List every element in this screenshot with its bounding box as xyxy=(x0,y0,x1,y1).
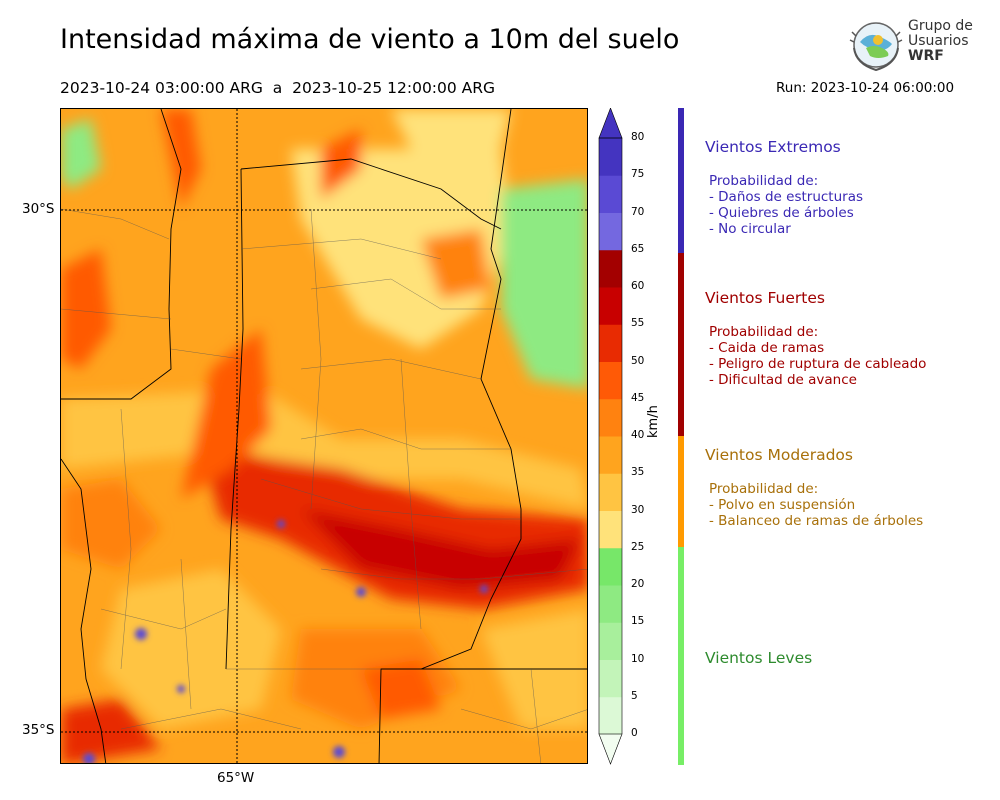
colorbar-tick-label: 30 xyxy=(631,503,645,516)
category-moderados-line: - Balanceo de ramas de árboles xyxy=(709,513,924,529)
wrf-users-group-logo: Grupo de Usuarios WRF xyxy=(848,18,973,74)
globe-icon xyxy=(849,22,903,72)
category-fuertes-line: Probabilidad de: xyxy=(709,324,819,340)
wind-field-shading xyxy=(61,109,587,763)
category-extremos-line: - Daños de estructuras xyxy=(709,189,864,205)
category-moderados-title: Vientos Moderados xyxy=(705,446,853,464)
colorbar-swatch xyxy=(599,324,622,362)
forecast-period: 2023-10-24 03:00:00 ARG a 2023-10-25 12:… xyxy=(60,79,496,97)
colorbar-tick-label: 75 xyxy=(631,168,645,181)
country-borders xyxy=(61,109,587,763)
colorbar-swatch xyxy=(599,585,622,623)
colorbar-tick-label: 35 xyxy=(631,466,645,479)
colorbar-tick-label: 25 xyxy=(631,540,645,553)
category-moderados: Vientos Moderados Probabilidad de: - Pol… xyxy=(705,446,923,529)
colorbar-tick-label: 20 xyxy=(631,578,645,590)
legend-bar-leves xyxy=(678,547,684,765)
colorbar-swatch xyxy=(599,547,622,586)
wind-extreme-cells xyxy=(83,520,488,763)
colorbar-swatch xyxy=(599,287,622,325)
colorbar-unit-label: km/h xyxy=(646,405,661,438)
colorbar-swatch xyxy=(599,212,622,251)
legend-bar-moderados xyxy=(678,436,684,547)
colorbar-tick-label: 10 xyxy=(631,652,645,665)
logo-line-3: WRF xyxy=(908,48,944,64)
colorbar-tick-label: 60 xyxy=(631,280,645,292)
colorbar-swatch xyxy=(599,510,622,549)
colorbar-tick-label: 65 xyxy=(631,242,645,255)
wind-intensity-map xyxy=(60,108,588,764)
category-moderados-text: Probabilidad de: - Polvo en suspensión -… xyxy=(705,481,923,529)
colorbar-tick-label: 55 xyxy=(631,317,645,330)
run-timestamp: Run: 2023-10-24 06:00:00 xyxy=(776,80,955,96)
lat-label-35s: 35°S xyxy=(22,722,55,738)
legend-bar-fuertes xyxy=(678,253,684,436)
lon-label-65w: 65°W xyxy=(217,770,255,786)
category-extremos-line: - No circular xyxy=(709,221,791,237)
colorbar-swatch xyxy=(599,398,622,437)
category-moderados-line: Probabilidad de: xyxy=(709,481,819,497)
colorbar-swatch xyxy=(599,659,622,698)
graticule-lines xyxy=(61,109,587,763)
colorbar-tick-label: 45 xyxy=(631,391,645,404)
colorbar-swatch xyxy=(599,138,622,176)
colorbar-swatch xyxy=(599,696,622,735)
map-title: Intensidad máxima de viento a 10m del su… xyxy=(60,24,680,55)
category-extremos-text: Probabilidad de: - Daños de estructuras … xyxy=(705,173,863,237)
category-fuertes: Vientos Fuertes Probabilidad de: - Caida… xyxy=(705,289,926,388)
colorbar-tick-label: 0 xyxy=(631,727,638,739)
colorbar-tick-label: 15 xyxy=(631,615,645,628)
category-fuertes-line: - Caida de ramas xyxy=(709,340,825,356)
category-leves: Vientos Leves xyxy=(705,649,812,667)
category-fuertes-title: Vientos Fuertes xyxy=(705,289,825,307)
colorbar-swatch xyxy=(599,175,622,213)
category-fuertes-line: - Dificultad de avance xyxy=(709,372,857,388)
legend-bar-extremos xyxy=(678,108,684,253)
colorbar-tick-label: 70 xyxy=(631,205,645,218)
department-borders xyxy=(61,208,587,763)
colorbar-tick-label: 40 xyxy=(631,429,645,441)
colorbar-frame xyxy=(598,137,623,735)
logo-line-2: Usuarios xyxy=(908,33,969,49)
colorbar-tick-label: 80 xyxy=(631,131,645,143)
logo-line-1: Grupo de xyxy=(908,18,973,34)
category-extremos-line: Probabilidad de: xyxy=(709,173,819,189)
category-moderados-line: - Polvo en suspensión xyxy=(709,497,856,513)
lat-label-30s: 30°S xyxy=(22,201,55,217)
category-extremos: Vientos Extremos Probabilidad de: - Daño… xyxy=(705,138,863,237)
colorbar-upper-extension xyxy=(598,107,623,139)
colorbar-tick-label: 5 xyxy=(631,689,638,702)
colorbar-swatch xyxy=(599,622,622,660)
colorbar-swatch xyxy=(599,361,622,400)
colorbar-swatch xyxy=(599,436,622,474)
colorbar-tick-label: 50 xyxy=(631,354,645,367)
colorbar-lower-extension xyxy=(598,733,623,765)
category-extremos-line: - Quiebres de árboles xyxy=(709,205,854,221)
colorbar-swatches xyxy=(598,107,623,765)
category-fuertes-line: - Peligro de ruptura de cableado xyxy=(709,356,927,372)
colorbar-swatch xyxy=(599,249,622,288)
colorbar-swatch xyxy=(599,473,622,511)
category-leves-title: Vientos Leves xyxy=(705,649,813,667)
category-fuertes-text: Probabilidad de: - Caida de ramas - Peli… xyxy=(705,324,926,388)
category-extremos-title: Vientos Extremos xyxy=(705,138,841,156)
colorbar xyxy=(598,107,658,768)
